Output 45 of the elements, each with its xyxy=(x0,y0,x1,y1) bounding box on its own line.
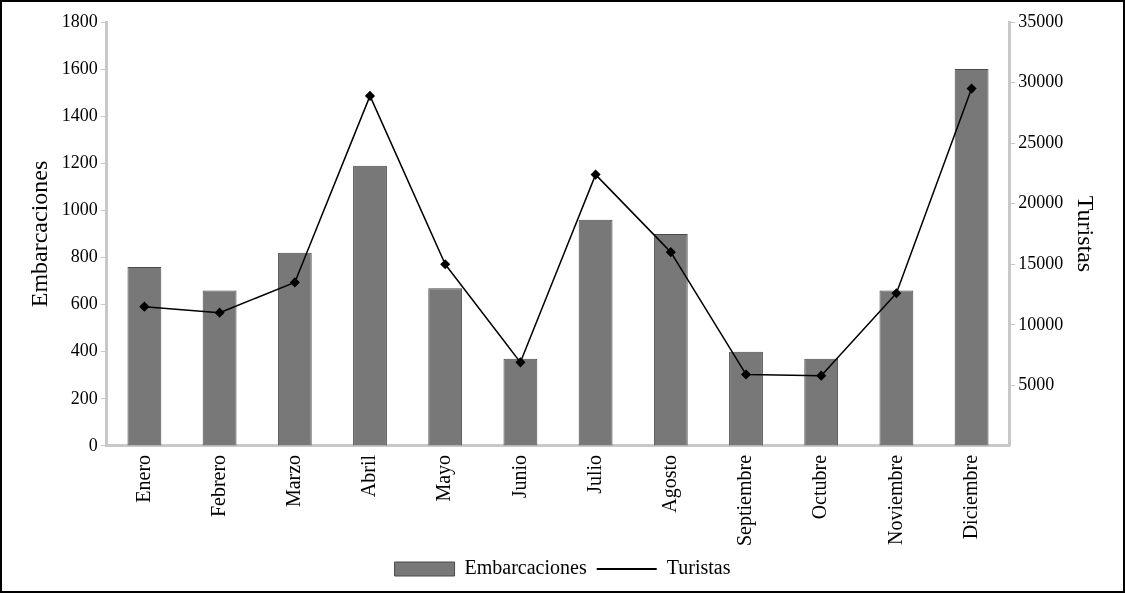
y-tick-label: 600 xyxy=(70,293,98,314)
legend-label: Turistas xyxy=(666,556,731,579)
x-tick-label: Marzo xyxy=(282,454,305,508)
x-tick-label: Noviembre xyxy=(883,454,906,545)
y2-tick-label: 30000 xyxy=(1018,71,1064,92)
y-tick-label: 1200 xyxy=(61,152,98,173)
y2-tick-label: 25000 xyxy=(1018,131,1064,152)
y2-tick-label: 15000 xyxy=(1018,252,1064,273)
legend-label: Embarcaciones xyxy=(464,556,587,579)
point xyxy=(365,91,375,101)
point xyxy=(214,307,225,318)
y-tick-label: 1000 xyxy=(61,199,98,220)
y2-tick-label: 35000 xyxy=(1018,10,1064,31)
point xyxy=(590,169,601,180)
point xyxy=(290,277,300,288)
y-axis-title: Embarcaciones xyxy=(25,160,52,308)
point xyxy=(741,369,751,380)
x-tick-label: Junio xyxy=(507,454,530,499)
y2-tick-label: 10000 xyxy=(1018,313,1064,334)
x-tick-label: Abril xyxy=(357,454,380,498)
y-tick-label: 1800 xyxy=(61,10,98,31)
y2-tick-label: 20000 xyxy=(1018,192,1064,213)
x-tick-label: Enero xyxy=(131,454,154,503)
x-tick-label: Agosto xyxy=(658,454,682,513)
y-tick-label: 800 xyxy=(70,246,98,267)
y-tick-label: 200 xyxy=(70,387,98,408)
point xyxy=(515,357,526,368)
y2-tick-label: 5000 xyxy=(1018,374,1055,395)
point xyxy=(891,288,902,299)
y2-axis-title: Turistas xyxy=(1073,195,1100,273)
y-tick-label: 0 xyxy=(88,434,98,455)
x-tick-label: Diciembre xyxy=(958,454,981,540)
point xyxy=(666,247,676,257)
y-tick-label: 400 xyxy=(70,340,98,361)
y-tick-label: 1600 xyxy=(61,57,98,78)
x-tick-label: Julio xyxy=(582,454,605,494)
x-tick-label: Febrero xyxy=(206,454,229,518)
x-tick-label: Mayo xyxy=(432,454,456,502)
point xyxy=(139,301,150,312)
point xyxy=(966,83,977,94)
point xyxy=(816,370,826,381)
point xyxy=(440,259,450,269)
y-tick-label: 1400 xyxy=(61,104,98,125)
x-tick-label: Octubre xyxy=(808,454,831,520)
x-tick-label: Septiembre xyxy=(733,454,757,547)
